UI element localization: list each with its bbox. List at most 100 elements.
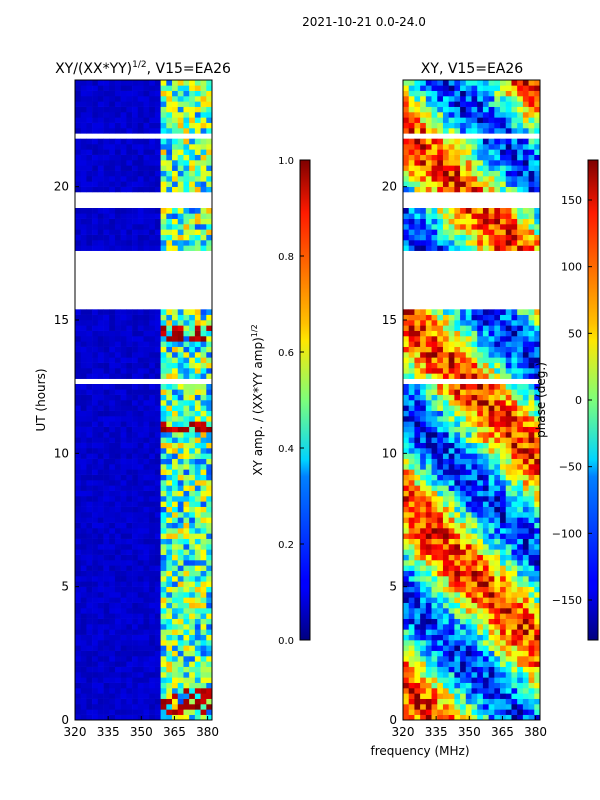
heatmap-cell [511, 554, 518, 561]
heatmap-cell [97, 400, 104, 406]
heatmap-cell [437, 661, 444, 667]
heatmap-cell [442, 416, 449, 422]
heatmap-cell [534, 240, 541, 246]
heatmap-cell [477, 357, 484, 363]
heatmap-cell [425, 480, 432, 486]
heatmap-cell [471, 645, 478, 651]
heatmap-cell [454, 501, 461, 507]
heatmap-cell [206, 528, 213, 534]
heatmap-cell [80, 314, 87, 321]
heatmap-cell [448, 656, 455, 662]
heatmap-cell [154, 576, 161, 582]
heatmap-cell [477, 629, 484, 635]
heatmap-cell [477, 650, 484, 657]
heatmap-cell [154, 528, 161, 534]
heatmap-cell [86, 218, 93, 225]
heatmap-cell [114, 474, 121, 481]
heatmap-cell [92, 165, 99, 171]
heatmap-cell [488, 389, 495, 395]
heatmap-cell [154, 709, 161, 715]
heatmap-cell [494, 650, 501, 657]
heatmap-cell [505, 650, 512, 657]
heatmap-cell [437, 650, 444, 657]
heatmap-cell [403, 618, 410, 625]
heatmap-cell [109, 432, 116, 438]
heatmap-cell [488, 224, 495, 230]
heatmap-cell [86, 640, 93, 646]
heatmap-cell [511, 453, 518, 459]
heatmap-cell [517, 458, 524, 465]
heatmap-cell [454, 677, 461, 683]
heatmap-cell [132, 405, 139, 411]
heatmap-cell [522, 480, 529, 486]
heatmap-cell [143, 90, 150, 97]
heatmap-cell [200, 346, 207, 353]
heatmap-cell [183, 485, 190, 491]
heatmap-cell [488, 613, 495, 619]
heatmap-cell [137, 389, 144, 395]
heatmap-cell [408, 309, 415, 315]
heatmap-cell [425, 165, 432, 171]
heatmap-cell [460, 352, 467, 358]
heatmap-cell [505, 314, 512, 321]
heatmap-cell [471, 106, 478, 113]
heatmap-cell [149, 432, 156, 438]
heatmap-cell [448, 341, 455, 347]
heatmap-cell [75, 640, 82, 646]
heatmap-cell [149, 442, 156, 449]
heatmap-cell [500, 394, 507, 401]
heatmap-cell [200, 533, 207, 539]
heatmap-cell [414, 677, 421, 683]
heatmap-cell [420, 693, 427, 699]
heatmap-cell [143, 474, 150, 481]
heatmap-cell [420, 325, 427, 331]
heatmap-cell [414, 645, 421, 651]
heatmap-cell [465, 448, 472, 454]
heatmap-cell [408, 389, 415, 395]
heatmap-cell [465, 661, 472, 667]
heatmap-cell [160, 320, 167, 326]
heatmap-cell [149, 586, 156, 593]
heatmap-cell [431, 560, 438, 566]
heatmap-cell [177, 138, 184, 145]
heatmap-cell [86, 373, 93, 379]
heatmap-cell [522, 357, 529, 363]
heatmap-cell [120, 85, 127, 91]
heatmap-cell [511, 469, 518, 475]
heatmap-cell [160, 96, 167, 102]
heatmap-cell [408, 544, 415, 550]
heatmap-cell [442, 394, 449, 401]
heatmap-cell [120, 661, 127, 667]
heatmap-cell [189, 400, 196, 406]
heatmap-cell [154, 602, 161, 609]
heatmap-cell [206, 160, 213, 166]
heatmap-cell [437, 528, 444, 534]
heatmap-cell [109, 442, 116, 449]
heatmap-cell [194, 672, 201, 678]
heatmap-cell [517, 714, 524, 721]
heatmap-cell [505, 330, 512, 337]
heatmap-cell [460, 416, 467, 422]
heatmap-cell [425, 672, 432, 678]
heatmap-cell [75, 394, 82, 401]
heatmap-cell [154, 656, 161, 662]
heatmap-cell [488, 480, 495, 486]
heatmap-cell [75, 565, 82, 571]
heatmap-cell [149, 698, 156, 705]
heatmap-cell [488, 704, 495, 710]
heatmap-cell [86, 341, 93, 347]
heatmap-cell [414, 101, 421, 107]
heatmap-cell [460, 426, 467, 433]
heatmap-cell [120, 160, 127, 166]
heatmap-cell [431, 341, 438, 347]
heatmap-cell [103, 352, 110, 358]
heatmap-cell [200, 80, 207, 86]
heatmap-cell [517, 314, 524, 321]
heatmap-cell [172, 85, 179, 91]
heatmap-cell [109, 117, 116, 123]
heatmap-cell [80, 341, 87, 347]
heatmap-cell [200, 117, 207, 123]
heatmap-cell [166, 106, 173, 113]
heatmap-cell [494, 538, 501, 545]
heatmap-cell [425, 432, 432, 438]
